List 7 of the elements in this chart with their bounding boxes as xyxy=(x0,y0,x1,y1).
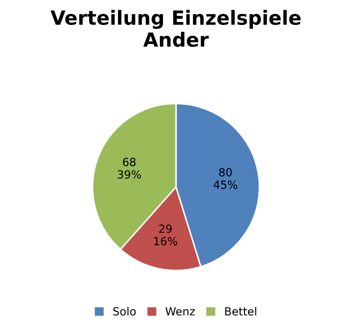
legend-label: Bettel xyxy=(225,306,256,316)
data-label: 68 39% xyxy=(118,158,141,179)
data-label: 80 45% xyxy=(214,168,238,189)
legend-label: Wenz xyxy=(166,307,195,316)
legend-label: Solo xyxy=(113,306,136,316)
data-label: 29 16% xyxy=(154,224,178,246)
chart-title: Verteilung Einzelspiele Ander xyxy=(50,10,301,47)
